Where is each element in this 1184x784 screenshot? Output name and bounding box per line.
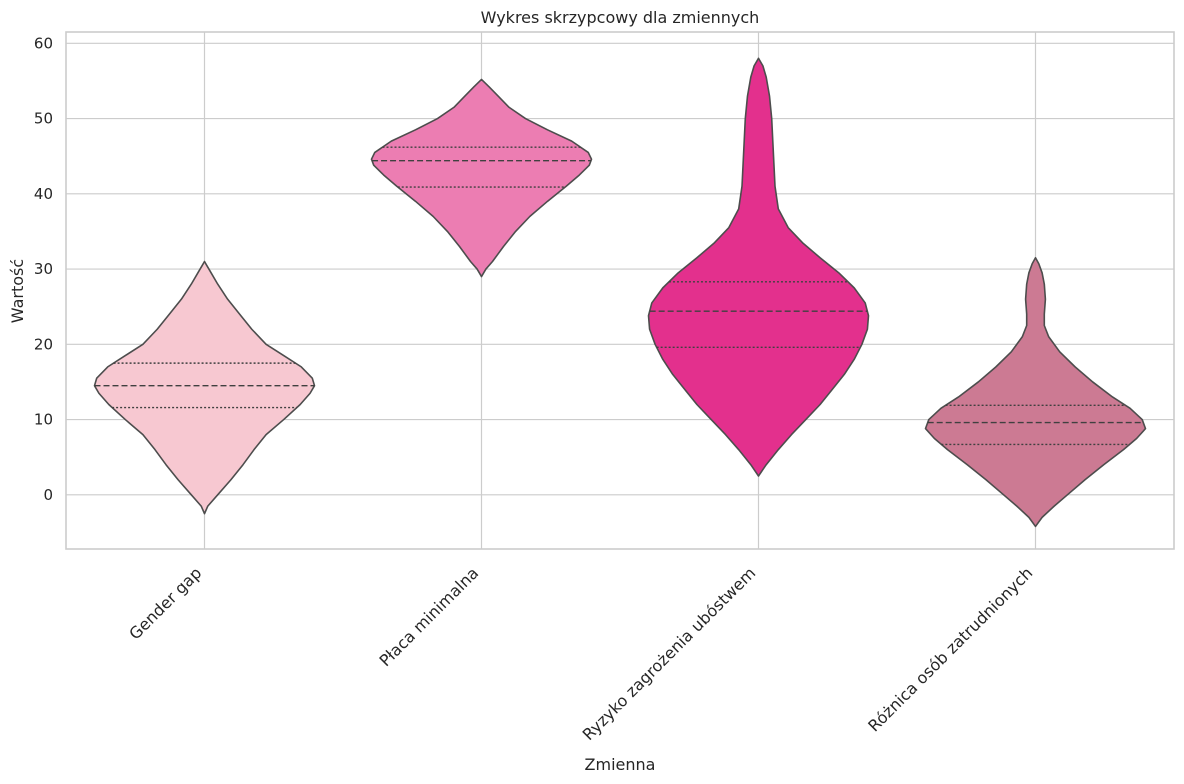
violin-group [93,260,316,515]
y-tick-label: 30 [34,260,53,278]
y-tick-label: 50 [34,110,53,128]
y-tick-label: 10 [34,411,53,429]
plot-frame [65,31,1175,550]
y-tick-label: 20 [34,335,53,353]
y-tick-label: 40 [34,185,53,203]
violin-group [924,256,1147,528]
x-axis-label: Zmienna [585,755,656,774]
violin-body [93,260,316,515]
y-axis-label: Wartość [8,259,27,323]
violin-body [924,256,1147,528]
x-tick-label: Gender gap [125,563,205,643]
violin-group [370,78,593,278]
x-tick-label: Płaca minimalna [375,563,482,670]
chart-title: Wykres skrzypcowy dla zmiennych [481,8,760,27]
violins [93,57,1147,528]
y-tick-label: 60 [34,34,53,52]
y-tick-labels: 0 10 20 30 40 50 60 [34,34,53,504]
violin-body [370,78,593,278]
x-tick-label: Ryzyko zagrożenia ubóstwem [579,563,760,744]
x-tick-labels: Gender gap Płaca minimalna Ryzyko zagrożen… [125,563,1036,744]
y-tick-label: 0 [43,486,53,504]
x-tick-label: Różnica osób zatrudnionych [864,563,1036,735]
violin-body [647,57,870,477]
violin-group [647,57,870,477]
